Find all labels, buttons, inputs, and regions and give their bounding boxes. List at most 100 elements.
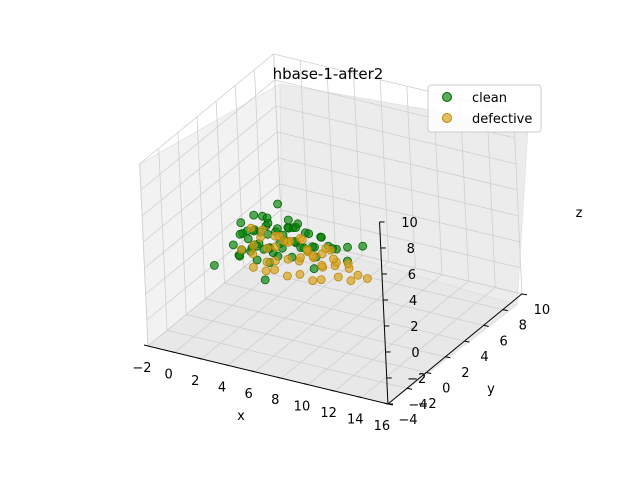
x-gridline-floor bbox=[334, 280, 469, 392]
x-tick-label: −2 bbox=[132, 361, 151, 376]
y-gridline-left bbox=[158, 148, 168, 331]
chart-title: hbase-1-after2 bbox=[273, 65, 384, 83]
z-gridline-back bbox=[277, 131, 518, 191]
z-tick-label: −4 bbox=[408, 398, 427, 413]
z-tick-label: 10 bbox=[401, 216, 418, 231]
z-axis-label: z bbox=[576, 206, 583, 221]
y-tick-label: 8 bbox=[519, 319, 527, 334]
point-defective bbox=[295, 253, 305, 263]
point-clean bbox=[249, 210, 259, 220]
y-tick-mark bbox=[445, 356, 451, 359]
x-gridline-floor bbox=[361, 287, 496, 398]
y-tick-label: −2 bbox=[417, 397, 436, 412]
point-defective bbox=[271, 242, 281, 252]
x-tick-label: 0 bbox=[165, 367, 173, 382]
x-gridline-back bbox=[486, 105, 496, 288]
z-tick-label: 0 bbox=[411, 346, 419, 361]
y-tick-label: −4 bbox=[398, 413, 417, 428]
x-gridline-back bbox=[406, 86, 416, 269]
x-tick-mark bbox=[170, 350, 175, 353]
z-tick-label: 6 bbox=[408, 268, 416, 283]
y-tick-mark bbox=[406, 387, 413, 390]
z-gridline-back bbox=[281, 235, 523, 295]
point-defective bbox=[262, 243, 272, 253]
x-tick-mark bbox=[330, 389, 335, 392]
point-clean bbox=[273, 199, 283, 209]
point-defective bbox=[246, 223, 256, 233]
point-defective bbox=[279, 236, 289, 246]
y-tick-label: 6 bbox=[499, 334, 507, 349]
point-defective bbox=[248, 249, 258, 259]
x-gridline-back bbox=[353, 73, 363, 256]
x-gridline-back bbox=[513, 111, 523, 294]
point-clean bbox=[358, 241, 368, 251]
legend-label-clean: clean bbox=[472, 91, 507, 106]
z-tick-label: 8 bbox=[407, 242, 415, 257]
point-defective bbox=[248, 262, 258, 272]
y-tick-mark bbox=[426, 372, 432, 375]
y-gridline-left bbox=[177, 132, 187, 315]
legend-box bbox=[427, 84, 542, 133]
y-axis-line bbox=[387, 293, 523, 405]
legend: clean defective bbox=[427, 84, 542, 133]
x-tick-mark bbox=[277, 376, 282, 379]
point-defective bbox=[343, 259, 353, 269]
x-tick-mark bbox=[303, 383, 309, 386]
x-tick-label: 2 bbox=[191, 374, 199, 389]
z-gridline-back bbox=[280, 209, 521, 269]
x-tick-mark bbox=[223, 363, 229, 366]
legend-marker-defective bbox=[442, 113, 452, 123]
axis-lines bbox=[147, 221, 523, 405]
point-defective bbox=[282, 271, 292, 281]
point-defective bbox=[249, 240, 259, 250]
point-defective bbox=[302, 245, 312, 254]
x-gridline-back bbox=[326, 66, 336, 249]
point-defective bbox=[236, 245, 246, 254]
y-gridline-left bbox=[254, 69, 264, 252]
y-gridline-floor bbox=[224, 282, 465, 342]
x-tick-mark bbox=[143, 344, 149, 347]
x-axis-line bbox=[147, 345, 389, 405]
y-tick-label: 2 bbox=[461, 366, 469, 381]
point-defective bbox=[316, 275, 326, 285]
z-gridline-left bbox=[142, 131, 278, 243]
point-defective bbox=[283, 254, 293, 264]
z-gridline-left bbox=[141, 105, 277, 217]
y-tick-mark bbox=[521, 293, 528, 296]
z-gridline-left bbox=[140, 79, 276, 191]
point-clean bbox=[228, 240, 238, 250]
z-gridline-back bbox=[279, 183, 520, 243]
point-defective bbox=[295, 269, 305, 279]
y-gridline-floor bbox=[205, 298, 446, 358]
y-gridline-floor bbox=[167, 329, 408, 389]
point-clean bbox=[243, 234, 253, 244]
x-tick-label: 16 bbox=[374, 419, 391, 434]
point-clean bbox=[252, 255, 262, 265]
y-gridline-left bbox=[215, 101, 225, 284]
z-gridline-back bbox=[278, 157, 519, 217]
point-defective bbox=[317, 260, 327, 270]
point-defective bbox=[256, 232, 266, 242]
x-tick-mark bbox=[197, 357, 202, 360]
x-tick-label: 12 bbox=[320, 406, 337, 421]
legend-label-defective: defective bbox=[472, 112, 532, 127]
x-tick-mark bbox=[357, 396, 362, 399]
point-defective bbox=[257, 225, 267, 235]
z-gridline-left bbox=[144, 157, 279, 269]
z-tick-label: 2 bbox=[410, 320, 418, 335]
point-clean bbox=[283, 215, 293, 225]
x-axis-label: x bbox=[237, 409, 245, 424]
point-defective bbox=[333, 272, 343, 282]
z-gridline-left bbox=[145, 183, 280, 295]
point-defective bbox=[353, 270, 363, 280]
x-tick-label: 6 bbox=[244, 387, 252, 402]
point-clean bbox=[291, 223, 301, 232]
point-clean bbox=[272, 224, 282, 234]
point-clean bbox=[343, 242, 352, 252]
y-gridline-left bbox=[196, 116, 206, 299]
legend-marker-clean bbox=[442, 92, 452, 102]
point-clean bbox=[236, 218, 246, 228]
y-tick-label: 10 bbox=[534, 303, 551, 318]
z-axis-line bbox=[379, 221, 389, 404]
